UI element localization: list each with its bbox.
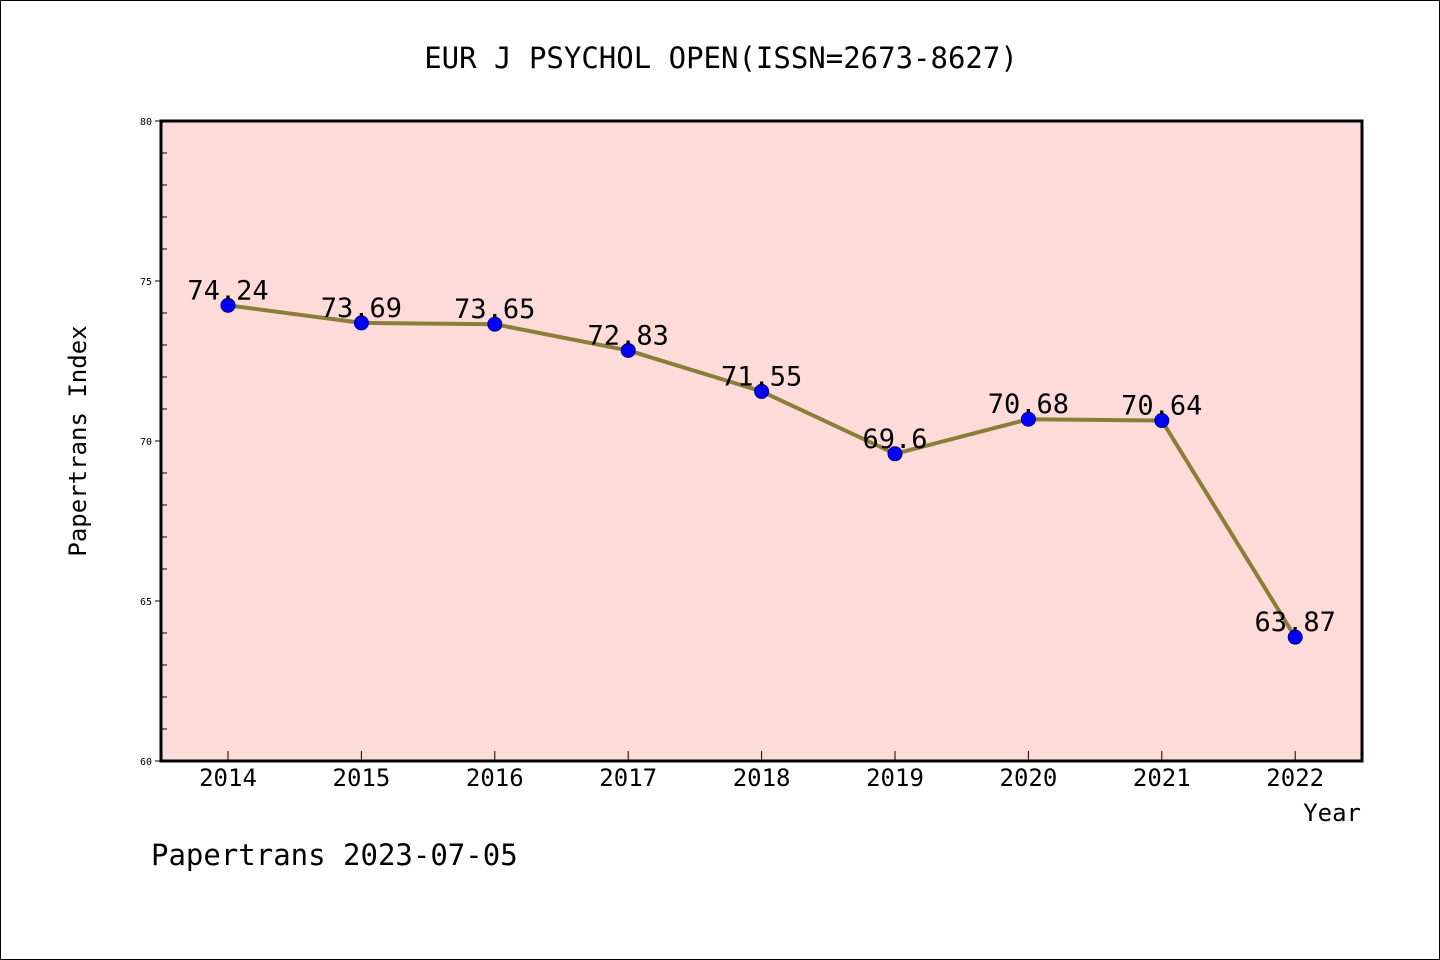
series-layer: 74.24 73.69 73.65 72.83 71.55 69.6 70.68 70.64 6… xyxy=(187,275,1336,645)
y-axis: 60 65 70 75 80 xyxy=(140,117,167,768)
y-tick-label: 65 xyxy=(140,597,152,608)
y-tick-label: 80 xyxy=(140,117,152,128)
data-point-marker xyxy=(1154,413,1170,429)
footer-date-stamp: Papertrans 2023-07-05 xyxy=(151,838,518,872)
data-label: 70.64 xyxy=(1121,391,1202,422)
data-point-marker xyxy=(220,297,236,313)
x-tick-label: 2022 xyxy=(1266,764,1324,792)
y-tick-label: 75 xyxy=(140,277,152,288)
x-axis: 2014 2015 2016 2017 2018 2019 2020 2021 2022 xyxy=(199,751,1324,792)
x-tick-label: 2015 xyxy=(333,764,391,792)
data-point-marker xyxy=(1287,629,1303,645)
x-tick-label: 2020 xyxy=(1000,764,1058,792)
x-tick-label: 2018 xyxy=(733,764,791,792)
y-tick-label: 70 xyxy=(140,437,152,448)
data-label: 71.55 xyxy=(721,361,802,392)
data-label: 72.83 xyxy=(588,320,669,351)
data-point-marker xyxy=(1020,411,1036,427)
y-axis-label: Papertrans Index xyxy=(64,325,92,556)
data-label: 74.24 xyxy=(187,275,268,306)
data-label: 63.87 xyxy=(1255,607,1336,638)
data-label: 69.6 xyxy=(862,424,927,455)
x-tick-label: 2019 xyxy=(866,764,924,792)
data-point-marker xyxy=(754,383,770,399)
x-tick-label: 2016 xyxy=(466,764,524,792)
data-point-marker xyxy=(887,446,903,462)
chart-title: EUR J PSYCHOL OPEN(ISSN=2673-8627) xyxy=(424,41,1018,75)
x-axis-label: Year xyxy=(1303,799,1361,827)
x-tick-label: 2014 xyxy=(199,764,257,792)
y-tick-label: 60 xyxy=(140,757,152,768)
plot-area xyxy=(159,119,1364,763)
x-tick-label: 2021 xyxy=(1133,764,1191,792)
x-tick-label: 2017 xyxy=(599,764,657,792)
data-label: 70.68 xyxy=(988,389,1069,420)
data-point-marker xyxy=(487,316,503,332)
data-point-marker xyxy=(620,342,636,358)
data-label: 73.69 xyxy=(321,293,402,324)
data-point-marker xyxy=(353,315,369,331)
data-label: 73.65 xyxy=(454,294,535,325)
